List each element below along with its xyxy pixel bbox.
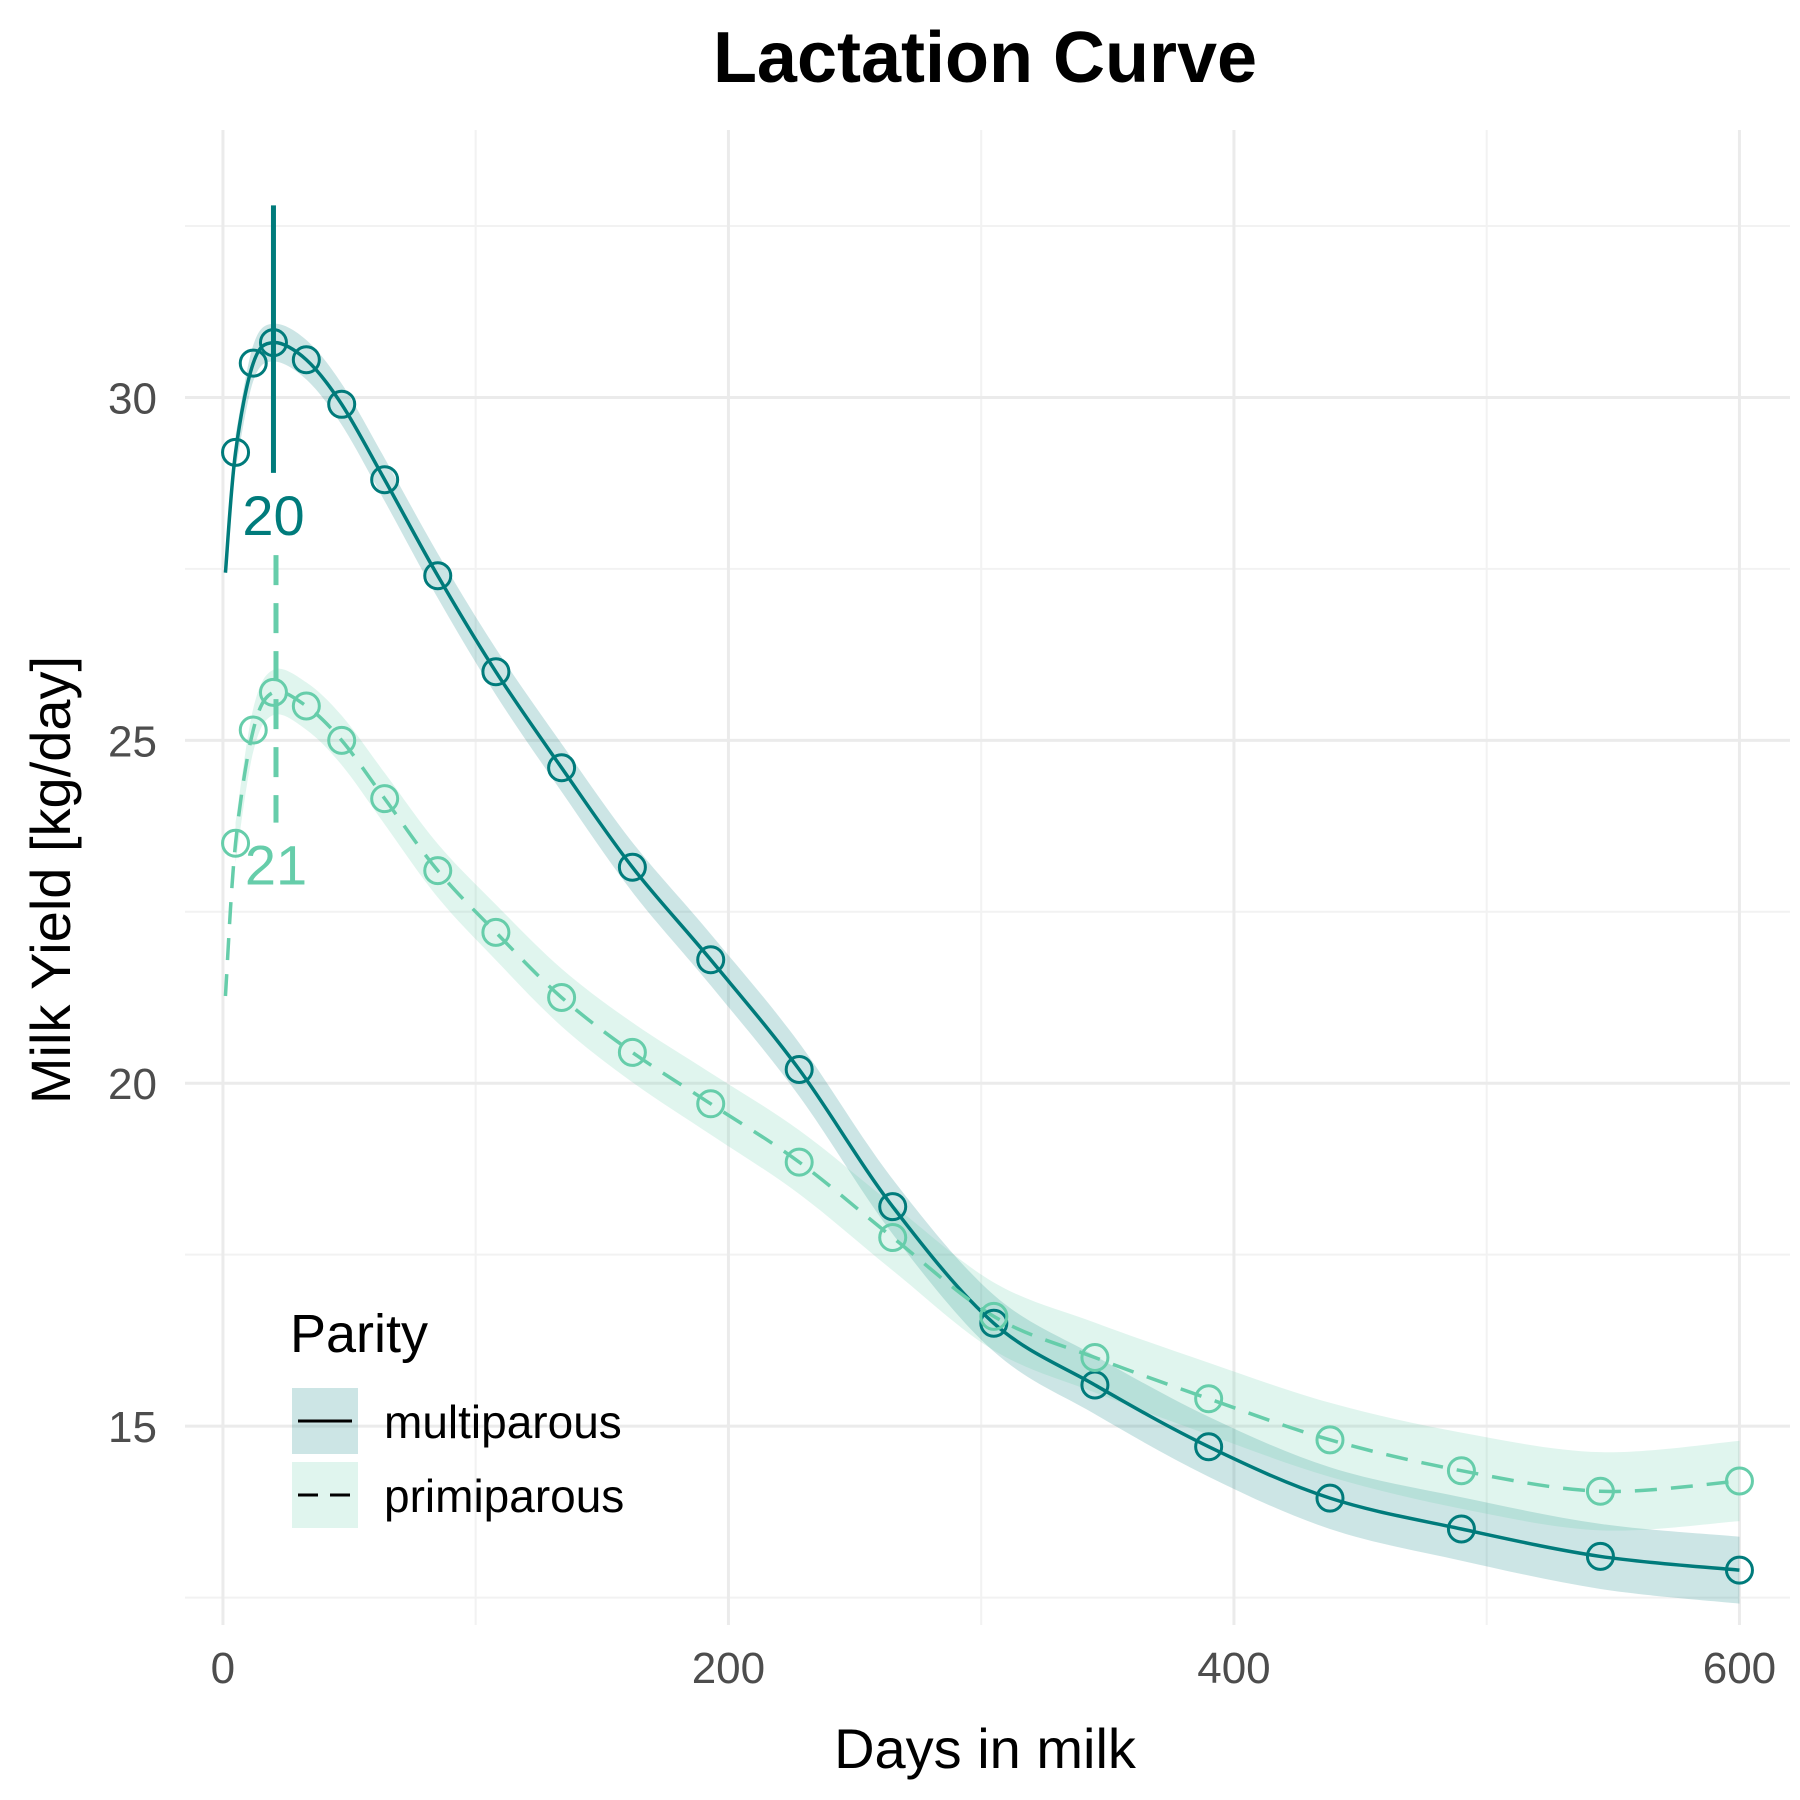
point-primiparous: [1446, 1456, 1476, 1486]
point-primiparous: [979, 1301, 1009, 1331]
point-primiparous: [291, 691, 321, 721]
series-points: [221, 328, 1754, 1585]
point-primiparous: [1315, 1425, 1345, 1455]
point-primiparous: [481, 917, 511, 947]
legend: Parity multiparous primiparous: [290, 1304, 624, 1528]
tick-labels: 0 200 400 600 15 20 25 30: [108, 374, 1776, 1693]
point-primiparous: [1585, 1476, 1615, 1506]
point-primiparous: [1194, 1384, 1224, 1414]
x-tick-label: 0: [211, 1644, 235, 1693]
line-primiparous: [223, 689, 1740, 1494]
series-lines: [223, 340, 1740, 1572]
peak-label-primiparous: 21: [245, 834, 307, 897]
point-primiparous: [1724, 1466, 1754, 1496]
point-multiparous: [878, 1192, 908, 1222]
x-tick-label: 200: [692, 1644, 765, 1693]
point-primiparous: [327, 725, 357, 755]
peak-label-multiparous: 20: [242, 484, 304, 547]
grid: [185, 130, 1790, 1625]
point-primiparous: [617, 1037, 647, 1067]
y-tick-label: 25: [108, 717, 157, 766]
y-tick-label: 15: [108, 1403, 157, 1452]
point-primiparous: [696, 1089, 726, 1119]
chart-title: Lactation Curve: [713, 18, 1257, 98]
point-primiparous: [221, 828, 251, 858]
line-multiparous: [223, 340, 1740, 1572]
x-tick-label: 400: [1197, 1644, 1270, 1693]
legend-title: Parity: [290, 1304, 428, 1364]
point-multiparous: [979, 1308, 1009, 1338]
point-multiparous: [547, 753, 577, 783]
y-axis-title: Milk Yield [kg/day]: [19, 656, 82, 1104]
point-multiparous: [1315, 1483, 1345, 1513]
point-primiparous: [547, 983, 577, 1013]
point-multiparous: [617, 852, 647, 882]
point-multiparous: [1724, 1555, 1754, 1585]
point-multiparous: [696, 945, 726, 975]
legend-label-multiparous: multiparous: [384, 1396, 622, 1448]
point-primiparous: [423, 856, 453, 886]
point-multiparous: [370, 465, 400, 495]
point-multiparous: [327, 389, 357, 419]
point-multiparous: [784, 1055, 814, 1085]
point-multiparous: [291, 345, 321, 375]
point-primiparous: [784, 1147, 814, 1177]
legend-label-primiparous: primiparous: [384, 1470, 624, 1522]
point-primiparous: [258, 677, 288, 707]
point-primiparous: [878, 1223, 908, 1253]
point-multiparous: [1446, 1514, 1476, 1544]
point-multiparous: [238, 348, 268, 378]
point-primiparous: [370, 784, 400, 814]
point-multiparous: [221, 437, 251, 467]
y-tick-label: 30: [108, 374, 157, 423]
x-tick-label: 600: [1703, 1644, 1776, 1693]
point-primiparous: [1080, 1343, 1110, 1373]
x-axis-title: Days in milk: [834, 1717, 1137, 1780]
point-multiparous: [1194, 1432, 1224, 1462]
point-multiparous: [423, 561, 453, 591]
y-tick-label: 20: [108, 1060, 157, 1109]
point-multiparous: [1585, 1541, 1615, 1571]
point-multiparous: [481, 657, 511, 687]
point-primiparous: [238, 715, 268, 745]
